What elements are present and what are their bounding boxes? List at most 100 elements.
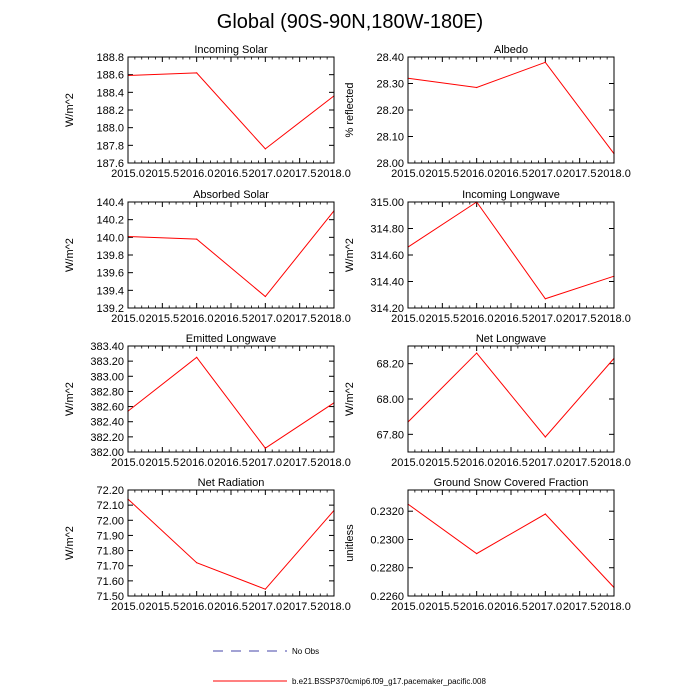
- plot-frame: [127, 345, 335, 453]
- series-line: [127, 72, 335, 150]
- x-tick-label: 2018.0: [317, 168, 351, 180]
- y-tick-label: 139.6: [96, 268, 124, 280]
- y-tick-label: 187.6: [96, 158, 124, 170]
- x-tick-label: 2015.5: [146, 313, 180, 325]
- y-tick-label: 139.4: [96, 285, 124, 297]
- y-tick-label: 68.00: [376, 394, 404, 406]
- x-tick-label: 2018.0: [317, 313, 351, 325]
- y-tick-label: 140.0: [96, 232, 124, 244]
- chart-panel-7: Ground Snow Covered Fraction unitless 2015…: [344, 477, 631, 613]
- x-tick-label: 2017.0: [529, 313, 563, 325]
- x-tick-label: 2016.5: [494, 168, 528, 180]
- plot-frame: [127, 201, 335, 309]
- panel-title: Absorbed Solar: [193, 189, 269, 201]
- chart-panel-5: Net Longwave W/m^2 2015.0 2015.5 2016.0 2016.…: [344, 333, 631, 469]
- y-tick-label: 314.40: [370, 277, 404, 289]
- y-tick-label: 68.20: [376, 359, 404, 371]
- x-tick-label: 2017.0: [249, 457, 283, 469]
- y-axis-label: W/m^2: [344, 238, 356, 272]
- series-line: [407, 503, 615, 588]
- panel-title: Net Radiation: [198, 477, 265, 489]
- data-point: [196, 238, 198, 240]
- y-tick-label: 71.90: [96, 530, 124, 542]
- data-point: [196, 356, 198, 358]
- data-point: [196, 72, 198, 74]
- x-tick-label: 2016.0: [460, 313, 494, 325]
- y-axis-label: % reflected: [344, 82, 356, 137]
- data-point: [544, 298, 546, 300]
- figure-title: Global (90S-90N,180W-180E): [217, 11, 483, 33]
- x-tick-label: 2015.0: [111, 168, 145, 180]
- y-tick-label: 382.60: [90, 402, 124, 414]
- x-tick-label: 2017.5: [283, 168, 317, 180]
- data-point: [544, 513, 546, 515]
- y-axis-label: unitless: [344, 524, 356, 562]
- y-tick-label: 188.8: [96, 52, 124, 64]
- x-tick-label: 2015.0: [391, 601, 425, 613]
- data-point: [544, 436, 546, 438]
- x-tick-label: 2017.0: [249, 313, 283, 325]
- data-point: [476, 352, 478, 354]
- y-tick-label: 28.40: [376, 52, 404, 64]
- y-tick-label: 383.00: [90, 371, 124, 383]
- x-tick-label: 2017.5: [563, 601, 597, 613]
- x-tick-label: 2016.5: [214, 313, 248, 325]
- y-tick-label: 315.00: [370, 197, 404, 209]
- plot-frame: [407, 489, 615, 597]
- x-tick-label: 2016.0: [460, 168, 494, 180]
- data-point: [264, 588, 266, 590]
- x-tick-label: 2015.5: [426, 457, 460, 469]
- y-tick-label: 188.4: [96, 87, 124, 99]
- y-tick-label: 188.0: [96, 123, 124, 135]
- plot-frame: [127, 489, 335, 597]
- series-line: [127, 356, 335, 449]
- y-tick-label: 71.80: [96, 546, 124, 558]
- chart-panel-3: Incoming Longwave W/m^2 2015.0 2015.5 2016.0…: [344, 189, 631, 325]
- x-tick-label: 2017.0: [249, 601, 283, 613]
- plot-frame: [407, 56, 615, 164]
- x-tick-label: 2016.0: [180, 601, 214, 613]
- y-tick-label: 28.30: [376, 79, 404, 91]
- x-tick-label: 2015.0: [111, 601, 145, 613]
- data-point: [264, 295, 266, 298]
- y-tick-label: 188.6: [96, 70, 124, 82]
- plot-frame: [127, 56, 335, 164]
- y-tick-label: 28.10: [376, 132, 404, 144]
- y-tick-label: 382.00: [90, 447, 124, 459]
- plot-frame: [407, 201, 615, 309]
- x-tick-label: 2018.0: [597, 313, 631, 325]
- x-tick-label: 2017.5: [283, 601, 317, 613]
- y-tick-label: 67.80: [376, 429, 404, 441]
- y-tick-label: 0.2280: [370, 563, 404, 575]
- y-tick-label: 71.50: [96, 591, 124, 603]
- x-tick-label: 2017.0: [529, 601, 563, 613]
- series-line: [407, 61, 615, 155]
- y-tick-label: 0.2300: [370, 534, 404, 546]
- y-axis-label: W/m^2: [64, 382, 76, 416]
- x-tick-label: 2016.5: [494, 601, 528, 613]
- y-tick-label: 71.70: [96, 561, 124, 573]
- y-tick-label: 188.2: [96, 105, 124, 117]
- y-tick-label: 383.20: [90, 356, 124, 368]
- x-tick-label: 2017.0: [529, 168, 563, 180]
- x-tick-label: 2015.5: [146, 601, 180, 613]
- x-tick-label: 2017.5: [563, 313, 597, 325]
- x-tick-label: 2018.0: [317, 457, 351, 469]
- x-tick-label: 2016.0: [180, 168, 214, 180]
- y-tick-label: 71.60: [96, 576, 124, 588]
- series-line: [127, 210, 335, 298]
- y-tick-label: 140.2: [96, 215, 124, 227]
- x-tick-label: 2015.5: [426, 313, 460, 325]
- y-tick-label: 0.2260: [370, 591, 404, 603]
- x-tick-label: 2017.5: [283, 313, 317, 325]
- y-tick-label: 0.2320: [370, 506, 404, 518]
- y-axis-label: W/m^2: [64, 238, 76, 272]
- x-tick-label: 2017.0: [529, 457, 563, 469]
- x-tick-label: 2016.5: [494, 457, 528, 469]
- x-tick-label: 2016.5: [214, 601, 248, 613]
- panel-title: Net Longwave: [476, 333, 546, 345]
- x-tick-label: 2015.0: [391, 313, 425, 325]
- x-tick-label: 2016.0: [460, 457, 494, 469]
